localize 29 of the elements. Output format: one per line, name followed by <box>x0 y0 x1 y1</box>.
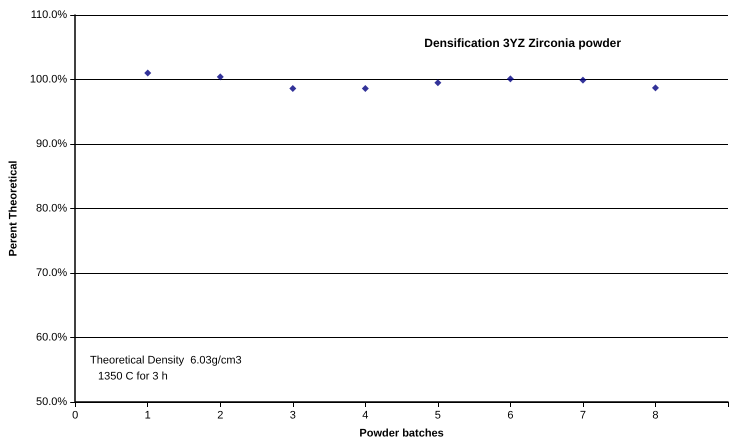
y-tick-label: 50.0% <box>36 396 68 408</box>
x-tick-label: 3 <box>290 410 296 422</box>
y-tick-label: 100.0% <box>30 74 68 86</box>
x-axis-title: Powder batches <box>359 428 444 440</box>
point <box>434 79 442 86</box>
y-tick-label: 110.0% <box>30 9 68 21</box>
y-axis-title: Perent Theoretical <box>8 160 20 256</box>
point <box>289 85 296 92</box>
x-tick-label: 7 <box>580 410 586 422</box>
x-tick-label: 6 <box>507 410 514 422</box>
text: Densification 3YZ Zirconia powder <box>424 36 622 50</box>
point <box>506 75 514 82</box>
y-tick-label: 80.0% <box>36 202 68 214</box>
x-tick-label: 8 <box>652 410 659 422</box>
x-tick-label: 0 <box>72 410 78 422</box>
point <box>362 85 369 92</box>
x-tick-label: 2 <box>217 410 224 422</box>
annotation: Theoretical Density 6.03g/cm3 <box>90 354 242 366</box>
point <box>652 84 659 92</box>
y-tick-label: 90.0% <box>36 138 68 150</box>
x-tick-label: 5 <box>434 410 441 422</box>
point <box>579 76 586 84</box>
x-tick-label: 1 <box>144 410 151 422</box>
y-tick-label: 60.0% <box>36 332 68 344</box>
y-tick-label: 70.0% <box>36 267 68 279</box>
point <box>144 70 152 77</box>
annotation: 1350 C for 3 h <box>98 370 168 382</box>
point <box>216 73 224 80</box>
x-tick-label: 4 <box>362 410 368 422</box>
